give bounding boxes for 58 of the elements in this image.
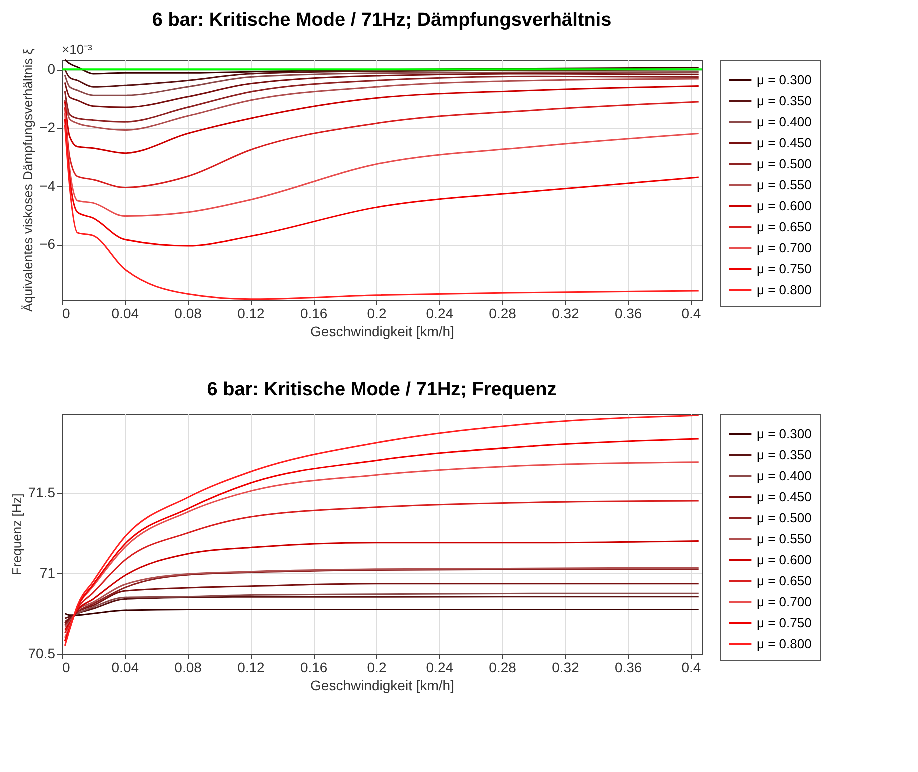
legend-label: μ = 0.350: [757, 448, 812, 462]
legend-label: μ = 0.450: [757, 490, 812, 504]
x-axis-title: Geschwindigkeit [km/h]: [310, 678, 454, 694]
legend-label: μ = 0.400: [757, 468, 812, 484]
x-tick-label: 0.36: [614, 660, 642, 676]
legend-label: μ = 0.600: [757, 198, 812, 214]
x-tick-label: 0.08: [174, 660, 202, 676]
y-tick-label: −2: [40, 119, 56, 136]
legend-label: μ = 0.550: [757, 178, 812, 192]
legend-label: μ = 0.700: [757, 594, 812, 610]
x-tick-label: 0.2: [367, 306, 387, 322]
x-tick-label: 0.24: [426, 660, 454, 676]
x-tick-label: 0.04: [112, 306, 140, 322]
x-tick-label: 0.32: [552, 306, 580, 322]
x-tick-label: 0.4: [682, 306, 702, 322]
legend-label: μ = 0.650: [757, 220, 812, 234]
x-tick-label: 0.16: [300, 306, 328, 322]
y-tick-label: −4: [40, 178, 56, 194]
x-tick-label: 0: [62, 660, 70, 676]
y-tick-label: −6: [40, 236, 56, 252]
x-tick-label: 0.32: [552, 660, 580, 676]
x-tick-label: 0.36: [614, 306, 642, 322]
y-tick-label: 0: [48, 61, 56, 78]
chart-title: 6 bar: Kritische Mode / 71Hz; Dämpfungsverhältnis: [152, 10, 612, 31]
legend-label: μ = 0.700: [757, 240, 812, 256]
text: ×10⁻³: [62, 42, 94, 57]
legend-label: μ = 0.750: [757, 616, 812, 630]
x-tick-label: 0.12: [238, 306, 266, 322]
y-tick-label: 71.5: [28, 484, 56, 500]
x-tick-label: 0.24: [426, 306, 454, 322]
y-tick-label: 71: [40, 564, 56, 581]
x-tick-label: 0.12: [238, 660, 266, 676]
x-axis-title: Geschwindigkeit [km/h]: [310, 324, 454, 340]
legend-label: μ = 0.300: [757, 72, 812, 88]
x-tick-label: 0.08: [174, 306, 202, 322]
x-tick-label: 0.04: [112, 660, 140, 676]
legend-label: μ = 0.350: [757, 94, 812, 108]
legend-label: μ = 0.600: [757, 552, 812, 568]
legend-label: μ = 0.650: [757, 574, 812, 588]
y-axis-title: Äquivalentes viskoses Dämpfungsverhältnis ξ: [20, 48, 36, 312]
legend-label: μ = 0.450: [757, 136, 812, 150]
chart-title: 6 bar: Kritische Mode / 71Hz; Frequenz: [207, 380, 557, 400]
y-tick-label: 70.5: [28, 646, 56, 662]
x-tick-label: 0.28: [489, 660, 517, 676]
legend-label: μ = 0.500: [757, 510, 812, 526]
legend-label: μ = 0.500: [757, 156, 812, 172]
legend-label: μ = 0.550: [757, 532, 812, 546]
legend-label: μ = 0.750: [757, 262, 812, 276]
y-axis-title: Frequenz [Hz]: [9, 494, 24, 576]
x-tick-label: 0.4: [682, 660, 702, 676]
x-tick-label: 0: [62, 306, 70, 322]
legend-label: μ = 0.800: [757, 636, 812, 652]
legend-label: μ = 0.400: [757, 114, 812, 130]
x-tick-label: 0.16: [300, 660, 328, 676]
legend-label: μ = 0.300: [757, 426, 812, 442]
legend-label: μ = 0.800: [757, 282, 812, 298]
x-tick-label: 0.2: [367, 660, 387, 676]
x-tick-label: 0.28: [489, 306, 517, 322]
